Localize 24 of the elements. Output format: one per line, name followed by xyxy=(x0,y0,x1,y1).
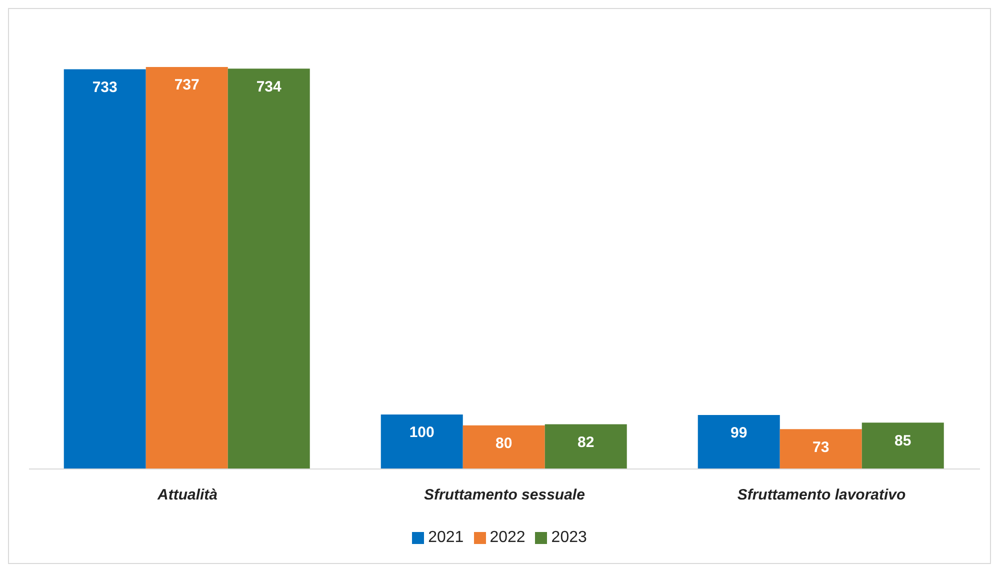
data-label: 99 xyxy=(730,424,748,442)
legend-label: 2023 xyxy=(551,529,587,546)
data-label: 73 xyxy=(812,438,830,456)
data-label: 85 xyxy=(894,432,912,450)
bar xyxy=(698,415,780,469)
data-label: 734 xyxy=(256,78,282,96)
x-tick-label: Attualità xyxy=(156,486,218,504)
bar xyxy=(228,68,310,469)
bar xyxy=(462,425,545,469)
bar xyxy=(64,69,146,469)
data-label: 82 xyxy=(578,434,594,451)
data-label: 80 xyxy=(496,435,512,452)
data-label: 737 xyxy=(174,76,200,94)
x-tick-label: Sfruttamento sessuale xyxy=(424,486,585,504)
bar xyxy=(862,422,944,469)
legend-label: 2022 xyxy=(490,529,526,546)
bar xyxy=(380,414,463,469)
bar xyxy=(146,67,228,469)
data-label: 100 xyxy=(409,424,434,442)
bar xyxy=(780,429,862,469)
bar xyxy=(544,424,627,469)
legend-label: 2021 xyxy=(428,529,464,546)
data-label: 733 xyxy=(92,78,118,96)
x-tick-label: Sfruttamento lavorativo xyxy=(737,486,906,504)
